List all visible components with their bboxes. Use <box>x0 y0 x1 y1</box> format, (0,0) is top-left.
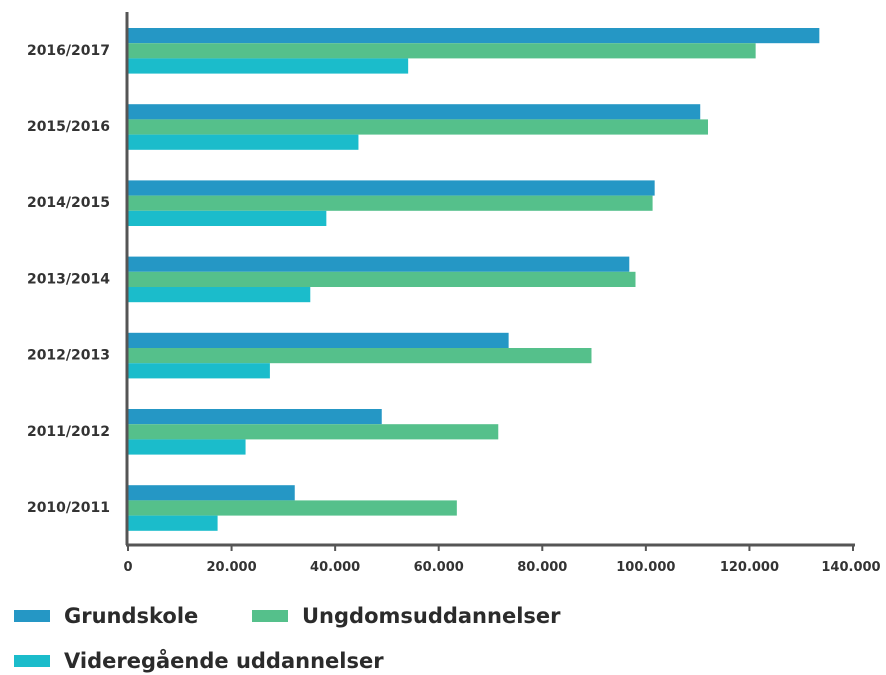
legend-label-ungdomsuddannelser: Ungdomsuddannelser <box>302 604 561 628</box>
x-axis-ticks: 0 20.000 40.000 60.000 80.000 100.000 120.000 1… <box>123 545 881 575</box>
category-label-2013-2014: 2013/2014 <box>27 271 110 287</box>
bar-videregaende-uddannelser-2013-2014 <box>128 287 311 303</box>
bar-videregaende-uddannelser-2015-2016 <box>128 134 359 150</box>
bar-ungdomsuddannelser-2014-2015 <box>128 195 653 211</box>
x-tick-label: 140.000 <box>821 560 880 575</box>
bar-videregaende-uddannelser-2012-2013 <box>128 363 270 379</box>
x-tick-label: 60.000 <box>414 560 464 575</box>
x-tick-label: 120.000 <box>720 560 779 575</box>
bar-grundskole-2013-2014 <box>128 256 630 272</box>
legend-item-videregaende-uddannelser: Videregående uddannelser <box>14 649 384 673</box>
x-tick-label: 0 <box>123 560 132 575</box>
bar-ungdomsuddannelser-2011-2012 <box>128 424 499 440</box>
bar-videregaende-uddannelser-2011-2012 <box>128 439 246 455</box>
legend-item-grundskole: Grundskole <box>14 604 198 628</box>
bar-ungdomsuddannelser-2013-2014 <box>128 271 636 287</box>
category-labels: 2016/2017 2015/2016 2014/2015 2013/2014 2012… <box>27 43 110 516</box>
bar-ungdomsuddannelser-2016-2017 <box>128 43 756 59</box>
bar-ungdomsuddannelser-2012-2013 <box>128 348 592 364</box>
bar-videregaende-uddannelser-2014-2015 <box>128 210 327 226</box>
bar-grundskole-2012-2013 <box>128 332 509 348</box>
bars-group <box>128 28 820 531</box>
x-tick-label: 80.000 <box>517 560 567 575</box>
legend-swatch-videregaende-uddannelser <box>14 655 50 667</box>
bar-videregaende-uddannelser-2010-2011 <box>128 515 218 531</box>
bar-videregaende-uddannelser-2016-2017 <box>128 58 409 74</box>
x-tick-label: 20.000 <box>206 560 256 575</box>
legend-swatch-grundskole <box>14 610 50 622</box>
category-label-2015-2016: 2015/2016 <box>27 119 110 135</box>
bar-grundskole-2011-2012 <box>128 409 382 425</box>
category-label-2010-2011: 2010/2011 <box>27 500 110 516</box>
category-label-2011-2012: 2011/2012 <box>27 424 110 440</box>
x-tick-label: 100.000 <box>616 560 675 575</box>
bar-grundskole-2014-2015 <box>128 180 655 196</box>
bar-grundskole-2016-2017 <box>128 28 820 44</box>
x-tick-label: 40.000 <box>310 560 360 575</box>
category-label-2014-2015: 2014/2015 <box>27 195 110 211</box>
category-label-2016-2017: 2016/2017 <box>27 43 110 59</box>
category-label-2012-2013: 2012/2013 <box>27 348 110 364</box>
legend-label-videregaende-uddannelser: Videregående uddannelser <box>64 649 384 673</box>
bar-grundskole-2010-2011 <box>128 485 295 501</box>
legend-label-grundskole: Grundskole <box>64 604 199 628</box>
legend-swatch-ungdomsuddannelser <box>252 610 288 622</box>
legend-item-ungdomsuddannelser: Ungdomsuddannelser <box>252 604 561 628</box>
bar-ungdomsuddannelser-2010-2011 <box>128 500 457 516</box>
bar-ungdomsuddannelser-2015-2016 <box>128 119 708 135</box>
bar-grundskole-2015-2016 <box>128 104 701 120</box>
